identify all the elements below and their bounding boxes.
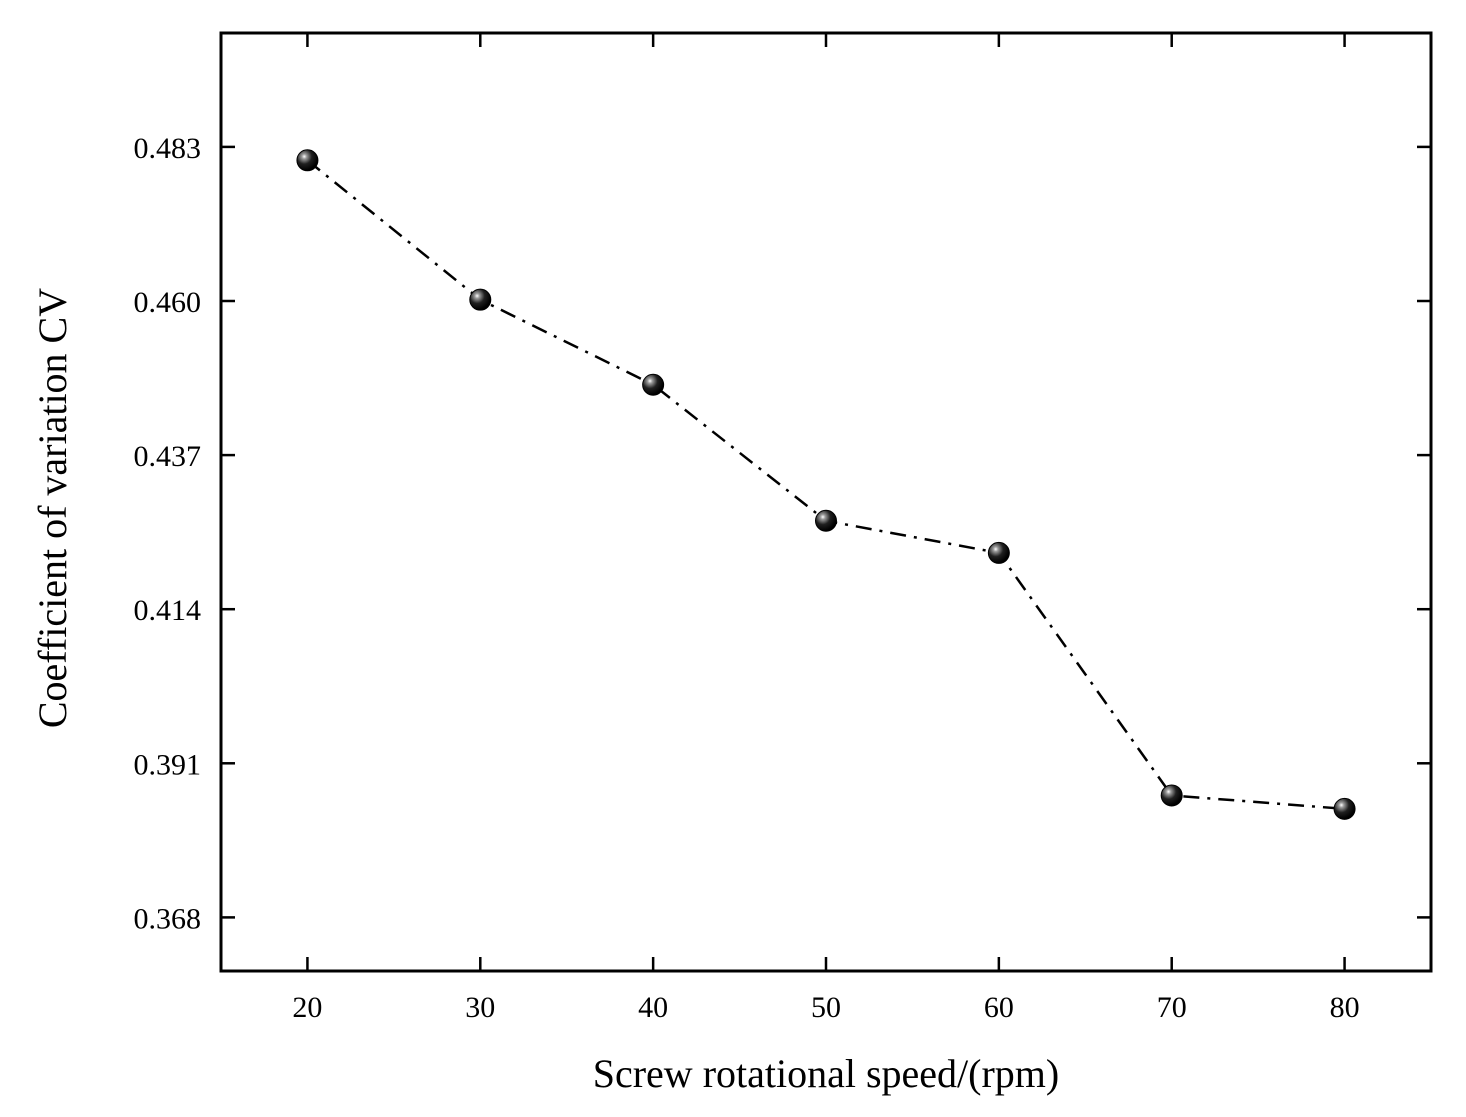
data-point xyxy=(815,509,837,532)
data-point xyxy=(296,149,319,172)
y-tick-label: 0.368 xyxy=(134,902,202,935)
plot-frame xyxy=(219,31,1433,973)
data-point xyxy=(469,288,492,311)
data-point xyxy=(987,541,1010,564)
x-tick-label: 80 xyxy=(1330,991,1360,1024)
series-layer xyxy=(296,149,1356,820)
y-axis-title: Coefficient of variation CV xyxy=(30,288,75,728)
y-tick-label: 0.414 xyxy=(134,594,202,627)
data-point xyxy=(642,373,665,396)
y-axis-ticks: 0.368 0.391 0.414 0.437 0.460 0.483 xyxy=(134,132,1431,935)
y-tick-label: 0.460 xyxy=(134,286,202,319)
x-tick-label: 40 xyxy=(638,991,668,1024)
data-point xyxy=(1160,784,1183,807)
y-tick-label: 0.391 xyxy=(134,748,202,781)
x-tick-label: 20 xyxy=(292,991,322,1024)
data-point xyxy=(1333,797,1356,820)
x-axis-ticks: 20 30 40 50 60 70 80 xyxy=(292,33,1360,1024)
y-tick-label: 0.483 xyxy=(134,132,202,165)
x-tick-label: 70 xyxy=(1157,991,1187,1024)
x-tick-label: 50 xyxy=(811,991,841,1024)
series-line xyxy=(306,159,1345,811)
x-tick-label: 60 xyxy=(984,991,1014,1024)
x-axis-title: Screw rotational speed/(rpm) xyxy=(593,1051,1060,1096)
x-tick-label: 30 xyxy=(465,991,495,1024)
y-tick-label: 0.437 xyxy=(134,440,202,473)
